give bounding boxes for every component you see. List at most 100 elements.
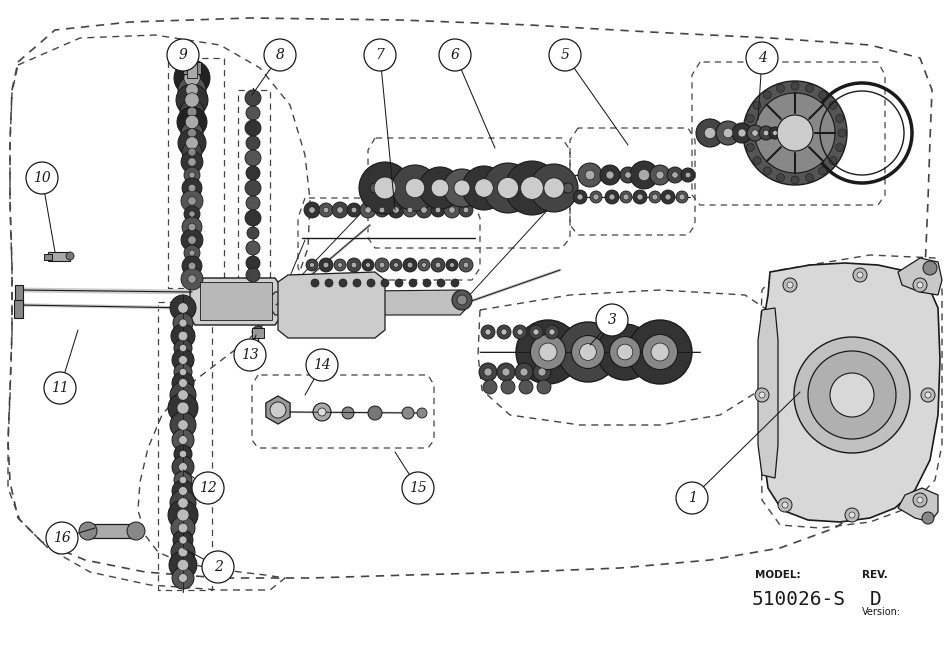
Circle shape: [778, 498, 792, 512]
Circle shape: [172, 456, 194, 478]
Circle shape: [171, 516, 195, 540]
Circle shape: [501, 329, 507, 335]
Circle shape: [818, 91, 827, 99]
Circle shape: [747, 125, 763, 141]
Circle shape: [497, 325, 511, 339]
Text: 16: 16: [53, 531, 71, 545]
Circle shape: [202, 551, 234, 583]
Circle shape: [370, 183, 380, 193]
Circle shape: [672, 172, 678, 178]
Circle shape: [182, 256, 202, 276]
Circle shape: [342, 407, 354, 419]
Circle shape: [402, 472, 434, 504]
Circle shape: [402, 407, 414, 419]
Polygon shape: [758, 308, 778, 478]
Text: 14: 14: [313, 358, 331, 372]
Circle shape: [560, 183, 570, 193]
Circle shape: [174, 363, 192, 381]
Circle shape: [763, 91, 771, 99]
Circle shape: [516, 320, 580, 384]
Circle shape: [338, 263, 342, 268]
Circle shape: [189, 211, 195, 217]
Circle shape: [498, 177, 518, 199]
Circle shape: [185, 115, 199, 129]
Circle shape: [170, 382, 196, 408]
Circle shape: [794, 337, 910, 453]
Circle shape: [172, 567, 194, 589]
Bar: [14, 300, 23, 318]
Circle shape: [365, 207, 371, 213]
Circle shape: [46, 522, 78, 554]
Circle shape: [351, 207, 357, 213]
Polygon shape: [898, 258, 942, 295]
Bar: [200, 282, 272, 320]
Circle shape: [179, 486, 187, 495]
Circle shape: [538, 368, 546, 376]
Circle shape: [374, 177, 396, 199]
Circle shape: [188, 263, 196, 270]
Circle shape: [723, 128, 733, 138]
Circle shape: [549, 329, 555, 335]
Circle shape: [459, 258, 473, 272]
Circle shape: [752, 130, 758, 136]
Circle shape: [245, 90, 261, 106]
Circle shape: [483, 380, 497, 394]
Circle shape: [416, 202, 432, 218]
Bar: [183, 62, 201, 74]
Circle shape: [347, 203, 361, 217]
Circle shape: [628, 320, 692, 384]
Circle shape: [763, 130, 769, 136]
Circle shape: [394, 263, 398, 268]
Circle shape: [746, 42, 778, 74]
Circle shape: [743, 81, 847, 185]
Circle shape: [325, 279, 333, 287]
Circle shape: [188, 223, 196, 231]
Circle shape: [606, 171, 614, 179]
Circle shape: [246, 256, 260, 270]
Circle shape: [838, 129, 846, 137]
Circle shape: [184, 167, 200, 183]
Circle shape: [421, 207, 428, 213]
Circle shape: [544, 178, 564, 198]
Circle shape: [830, 373, 874, 417]
Circle shape: [529, 325, 543, 339]
Circle shape: [334, 259, 346, 271]
Circle shape: [806, 84, 814, 92]
Circle shape: [849, 512, 855, 518]
Circle shape: [395, 279, 403, 287]
Circle shape: [502, 368, 510, 376]
Bar: [252, 328, 264, 338]
Text: 11: 11: [51, 381, 69, 395]
Circle shape: [782, 502, 788, 508]
Circle shape: [746, 144, 754, 152]
Circle shape: [617, 344, 633, 360]
Circle shape: [418, 259, 430, 271]
Circle shape: [431, 179, 448, 197]
Circle shape: [234, 339, 266, 371]
Circle shape: [188, 197, 196, 205]
Circle shape: [685, 172, 691, 178]
Polygon shape: [898, 488, 938, 522]
Circle shape: [189, 172, 195, 178]
Circle shape: [533, 363, 551, 381]
Text: 9: 9: [179, 48, 187, 62]
Circle shape: [479, 363, 497, 381]
Circle shape: [245, 150, 261, 166]
Circle shape: [167, 39, 199, 71]
Circle shape: [578, 163, 602, 187]
Circle shape: [586, 170, 595, 180]
Circle shape: [174, 339, 192, 357]
Circle shape: [188, 184, 196, 192]
Circle shape: [364, 39, 396, 71]
Circle shape: [351, 263, 357, 268]
Circle shape: [667, 167, 683, 183]
Circle shape: [520, 177, 543, 199]
Circle shape: [187, 107, 197, 117]
Circle shape: [308, 207, 315, 213]
Circle shape: [332, 202, 348, 218]
Circle shape: [462, 166, 506, 210]
Circle shape: [171, 540, 195, 564]
Text: 15: 15: [409, 481, 427, 495]
Circle shape: [676, 191, 688, 203]
Circle shape: [188, 275, 196, 283]
